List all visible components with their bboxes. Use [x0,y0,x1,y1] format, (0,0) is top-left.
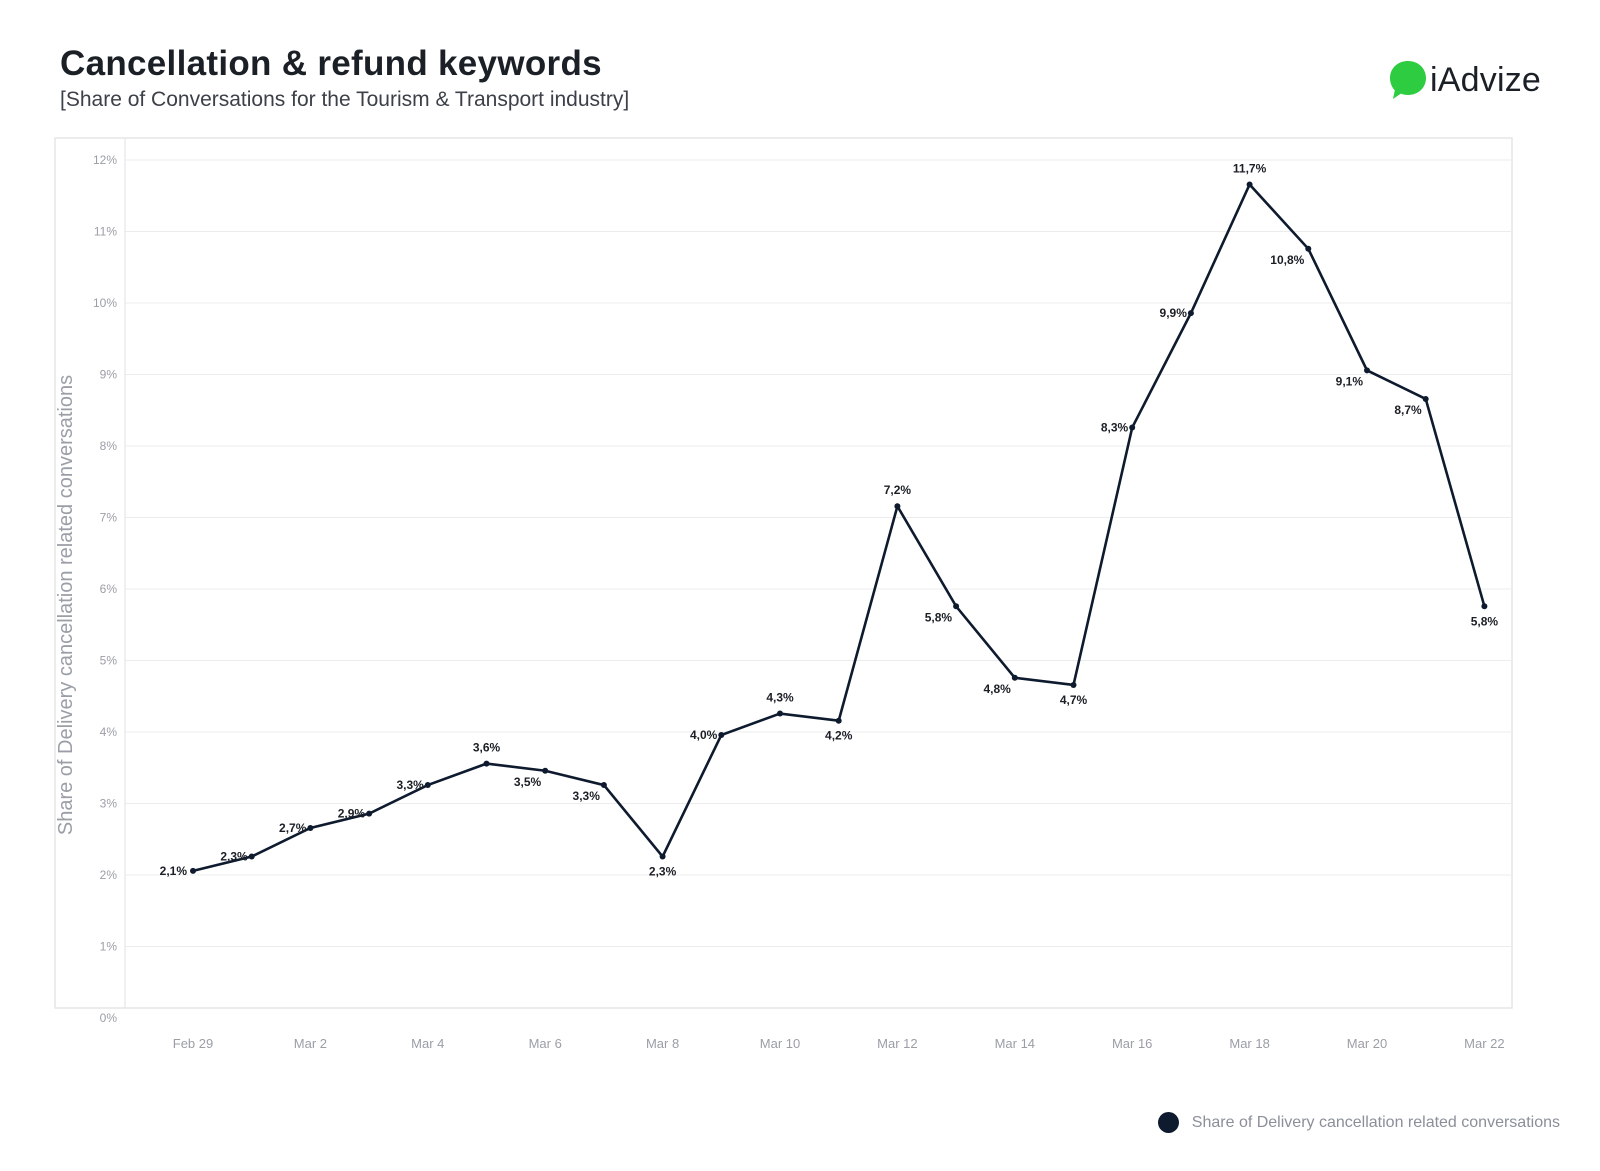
data-point [1422,395,1429,402]
x-tick-label: Mar 20 [1347,1036,1387,1051]
x-tick-label: Mar 22 [1464,1036,1504,1051]
data-point [542,767,549,774]
data-point [1011,674,1018,681]
legend-marker [1157,1112,1179,1133]
data-label: 4,3% [766,691,794,705]
x-tick-label: Mar 10 [760,1036,800,1051]
data-point [424,782,431,789]
x-tick-label: Mar 6 [529,1036,562,1051]
data-point [190,867,196,874]
y-tick-label: 12% [93,153,117,167]
data-label: 10,8% [1270,253,1304,267]
speech-bubble-icon [1390,61,1426,99]
data-point [835,717,842,724]
data-point [248,853,255,860]
y-tick-label: 6% [100,582,118,596]
data-label: 4,0% [690,728,718,742]
data-point [1246,181,1253,188]
x-tick-label: Mar 18 [1229,1036,1269,1051]
y-tick-label: 10% [93,296,117,310]
y-tick-label: 3% [100,797,118,811]
data-label: 2,3% [220,850,248,864]
y-tick-label: 5% [100,654,118,668]
y-tick-label: 4% [100,725,118,739]
data-label: 4,2% [825,729,853,743]
data-label: 9,1% [1336,374,1364,388]
data-point [1305,245,1312,252]
data-point [777,710,783,717]
data-label: 8,3% [1101,421,1129,435]
y-tick-label: 11% [94,225,117,239]
data-point [894,503,901,510]
data-label: 4,7% [1060,693,1088,707]
y-tick-label: 7% [100,511,118,525]
data-point [1364,367,1370,374]
data-label: 3,6% [473,741,501,755]
brand-name: iAdvize [1430,60,1542,99]
data-point [1187,310,1194,317]
data-point [953,603,960,610]
x-tick-label: Feb 29 [173,1036,213,1051]
data-point [600,782,607,789]
chart-title: Cancellation & refund keywords [60,44,602,83]
plot-frame [54,137,1513,1009]
series-line [192,182,1486,873]
y-tick-label: 1% [100,940,118,954]
y-tick-label: 2% [100,868,118,882]
y-tick-label: 0% [100,1011,118,1025]
brand-logo: iAdvize [1388,56,1541,104]
data-label: 5,8% [1471,614,1499,628]
data-label: 4,8% [983,682,1011,696]
x-tick-label: Mar 12 [877,1036,917,1051]
data-label: 2,1% [160,864,188,878]
data-label: 3,3% [396,778,424,792]
data-point [1129,424,1136,431]
legend-label: Share of Delivery cancellation related c… [1191,1113,1560,1131]
x-tick-label: Mar 2 [294,1036,327,1051]
data-label: 2,3% [649,865,677,879]
data-label: 8,7% [1394,403,1422,417]
chart-legend: Share of Delivery cancellation related c… [1157,1112,1560,1133]
data-label: 2,7% [279,821,307,835]
data-point [307,824,314,831]
data-point [1481,603,1488,610]
y-tick-label: 9% [100,368,118,382]
data-label: 3,3% [573,789,601,803]
data-label: 11,7% [1233,161,1267,175]
x-tick-label: Mar 8 [646,1036,679,1051]
chart-subtitle: [Share of Conversations for the Tourism … [60,88,630,111]
data-point [659,853,666,860]
x-tick-label: Mar 16 [1112,1036,1152,1051]
data-point [366,810,373,817]
y-tick-label: 8% [100,439,118,453]
data-label: 2,9% [338,807,366,821]
x-tick-label: Mar 14 [995,1036,1035,1051]
x-tick-label: Mar 4 [411,1036,444,1051]
data-point [718,732,725,738]
data-point [483,760,490,767]
y-axis-title: Share of Delivery cancellation related c… [55,375,77,835]
data-label: 3,5% [514,775,542,789]
data-label: 9,9% [1160,306,1188,320]
data-point [1070,681,1077,688]
data-label: 5,8% [925,610,953,624]
data-label: 7,2% [884,483,912,497]
